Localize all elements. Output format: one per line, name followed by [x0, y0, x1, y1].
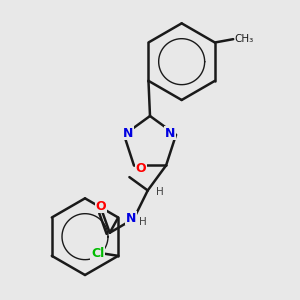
- Text: O: O: [95, 200, 106, 213]
- Text: N: N: [126, 212, 136, 225]
- Text: H: H: [139, 217, 147, 227]
- Text: O: O: [135, 162, 146, 175]
- Text: N: N: [165, 127, 175, 140]
- Text: N: N: [123, 127, 133, 140]
- Text: Cl: Cl: [91, 247, 104, 260]
- Text: H: H: [156, 187, 164, 197]
- Text: CH₃: CH₃: [235, 34, 254, 44]
